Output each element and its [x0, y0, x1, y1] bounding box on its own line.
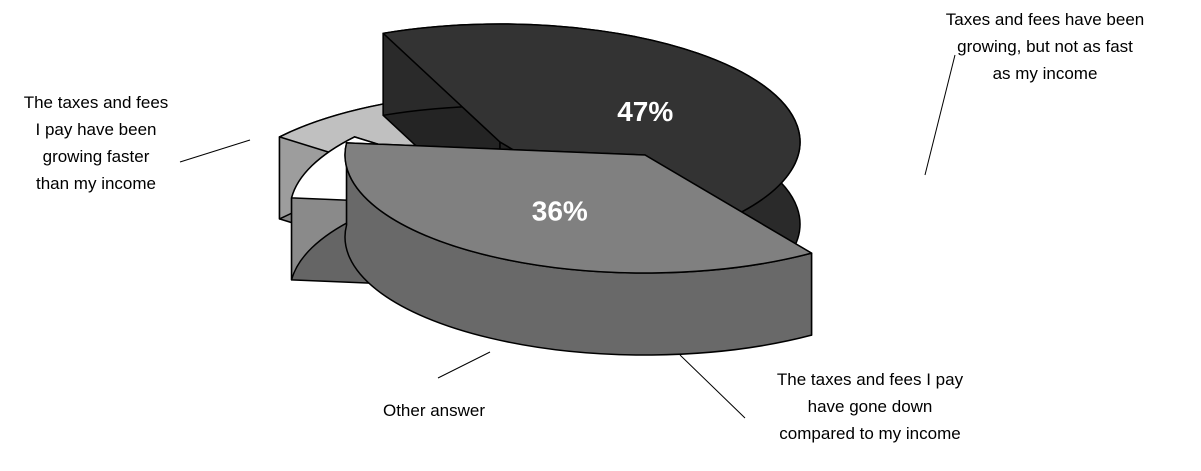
callout-3-leader-line [679, 354, 746, 419]
callout-2-label-line: as my income [993, 64, 1098, 83]
callout-2-label-line: Taxes and fees have been [946, 10, 1144, 29]
callout-1-label-line: than my income [36, 174, 156, 193]
callout-4-label: Other answer [383, 401, 485, 420]
callout-2-label: Taxes and fees have been growing, but not… [946, 10, 1144, 83]
callout-1-label: The taxes and fees I pay have been growing… [24, 93, 169, 193]
callout-1: The taxes and fees I pay have been growing… [24, 93, 251, 193]
callout-3: The taxes and fees I pay have gone down co… [679, 354, 964, 443]
callout-1-label-line: The taxes and fees [24, 93, 169, 112]
pie-slice-2: 36% [344, 142, 813, 356]
callout-1-leader-line [179, 139, 251, 163]
pie-slice-1-value-label: 47% [617, 96, 673, 127]
callout-2-leader-line [924, 54, 956, 176]
callout-3-label-line: The taxes and fees I pay [777, 370, 964, 389]
callout-1-label-line: growing faster [43, 147, 150, 166]
callout-3-label-line: have gone down [808, 397, 933, 416]
callout-2: Taxes and fees have been growing, but not… [924, 10, 1144, 176]
callout-3-label-line: compared to my income [779, 424, 960, 443]
callout-4-leader-line [437, 351, 491, 379]
pie-slice-2-value-label: 36% [532, 196, 588, 227]
callout-4: Other answer [383, 351, 491, 420]
pie-slice-2-top [344, 142, 813, 274]
callout-1-label-line: I pay have been [36, 120, 157, 139]
callout-3-label: The taxes and fees I pay have gone down co… [777, 370, 964, 443]
callout-4-label-line: Other answer [383, 401, 485, 420]
callout-2-label-line: growing, but not as fast [957, 37, 1133, 56]
